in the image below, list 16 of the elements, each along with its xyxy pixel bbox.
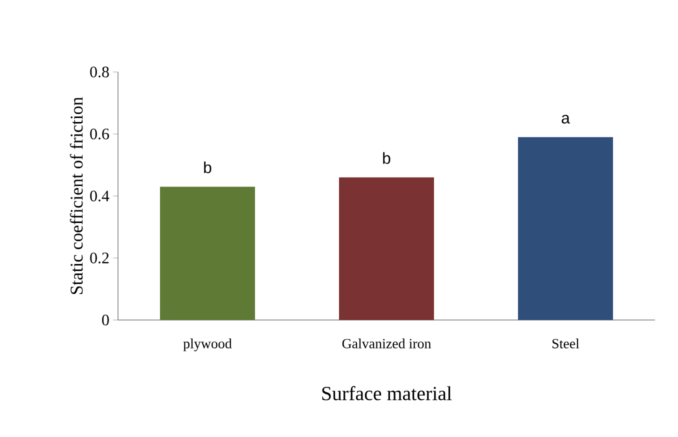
bar [339, 177, 434, 320]
x-tick-label: plywood [183, 338, 232, 352]
annotation: a [562, 114, 570, 124]
y-tick-label: 0 [102, 314, 109, 326]
y-tick-label: 0.6 [90, 128, 110, 140]
bar [518, 137, 614, 320]
y-tick-label: 0.8 [90, 66, 109, 78]
y-tick-label: 0.2 [90, 252, 109, 264]
bar [160, 186, 255, 320]
x-tick-label: Steel [552, 338, 580, 348]
y-tick-label: 0.4 [90, 190, 110, 202]
x-tick-label: Galvanized iron [342, 338, 432, 348]
x-axis-title: Surface material [322, 386, 452, 400]
annotation: b [383, 152, 390, 164]
y-axis-title: Static coefficient of friction [70, 97, 83, 294]
annotation: b [204, 161, 212, 174]
